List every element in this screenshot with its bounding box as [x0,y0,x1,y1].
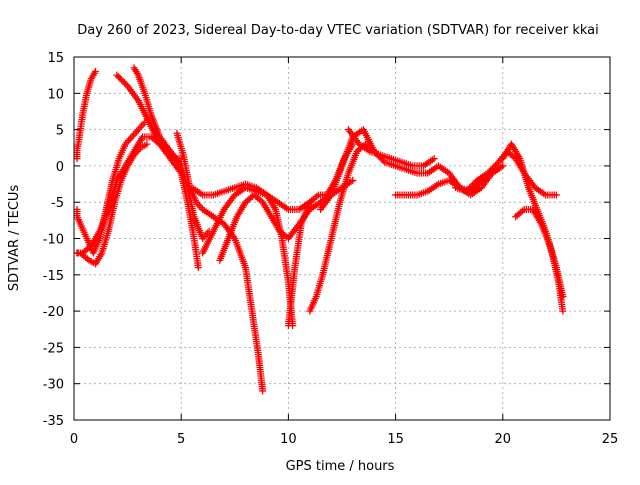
series-arc-14 [344,126,438,170]
series-arc-5 [113,71,202,272]
y-tick-label: 0 [56,160,64,175]
data-point-interp [119,77,127,85]
y-tick-label: -10 [43,233,64,248]
y-tick-label: -20 [43,305,64,320]
data-point [349,176,357,184]
series-arc-15 [392,162,507,199]
data-point-interp [467,183,475,191]
series-arc-11 [284,140,357,330]
x-axis-label: GPS time / hours [286,459,395,474]
data-points [73,64,567,395]
data-point [143,140,151,148]
data-point [552,191,560,199]
x-tick-label: 20 [495,432,512,447]
data-point [484,169,492,177]
data-point-interp [464,186,472,194]
data-point-interp [470,180,478,188]
data-point [499,162,507,170]
series-arc-7 [173,129,267,395]
data-point-interp [488,164,496,172]
data-point [462,187,470,195]
data-point-interp [116,74,124,82]
series-arc-17 [499,140,567,315]
data-point [194,264,202,272]
data-point [91,68,99,76]
plot-frame [73,56,611,421]
x-tick-label: 15 [387,432,404,447]
grid-lines [74,57,610,420]
series-arc-13 [317,126,507,213]
y-tick-label: -25 [43,341,64,356]
data-point [259,387,267,395]
data-point [430,155,438,163]
series-arc-4 [76,140,151,268]
y-tick-label: 5 [56,124,64,139]
y-tick-label: 10 [47,87,64,102]
series-arc-1 [73,68,99,163]
chart-title: Day 260 of 2023, Sidereal Day-to-day VTE… [77,23,599,38]
data-point-interp [490,163,498,171]
x-tick-label: 5 [177,432,185,447]
data-point-interp [487,166,495,174]
series-arc-6 [130,64,213,242]
data-point-interp [114,73,122,81]
data-point-interp [485,168,493,176]
y-tick-label: -15 [43,269,64,284]
x-tick-label: 25 [602,432,619,447]
series-arc-3 [73,118,149,257]
data-point-interp [468,181,476,189]
data-point [559,307,567,315]
x-tick-label: 10 [280,432,297,447]
x-tick-label: 0 [70,432,78,447]
data-point [559,293,567,301]
y-tick-label: -30 [43,378,64,393]
data-point [113,71,121,79]
series-arc-18 [512,205,567,301]
data-point-interp [491,161,499,169]
data-point-interp [117,76,125,84]
y-axis-label: SDTVAR / TECUs [7,185,22,292]
data-point-interp [465,184,473,192]
y-tick-label: -5 [51,196,64,211]
y-tick-label: 15 [47,51,64,66]
y-tick-label: -35 [43,414,64,429]
series-arc-16 [452,147,560,199]
data-point-interp [121,79,129,87]
